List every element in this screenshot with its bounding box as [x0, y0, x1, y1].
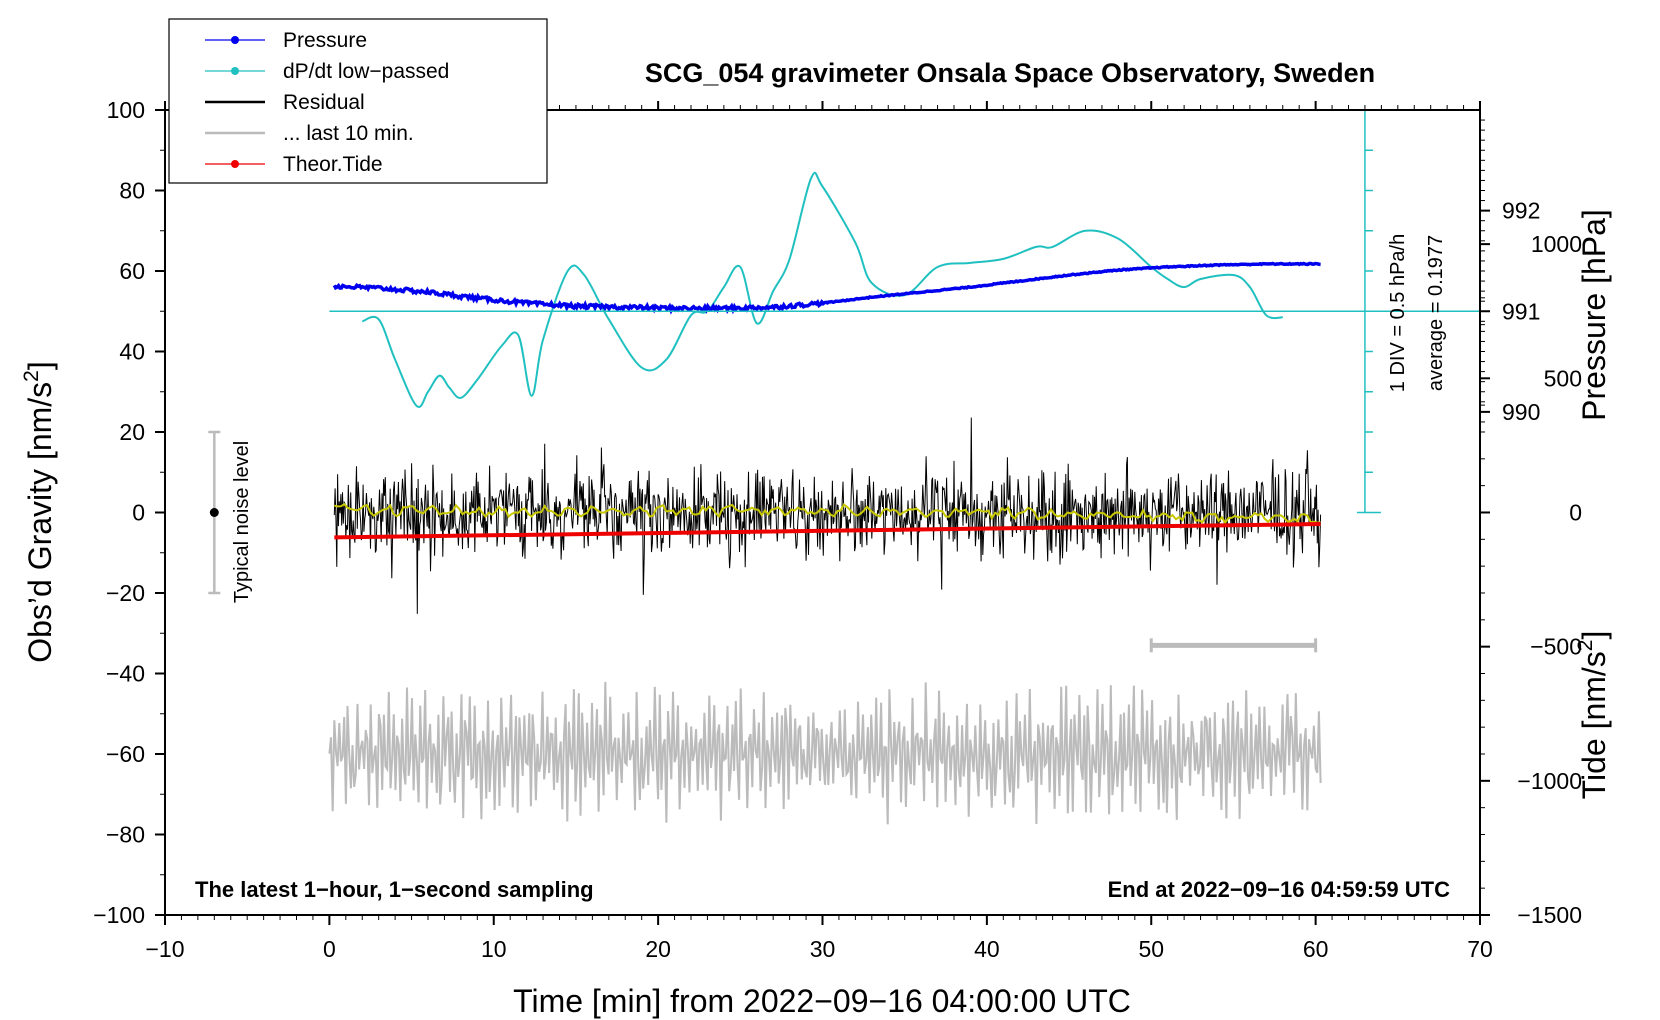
noise-level-label: Typical noise level	[231, 441, 253, 603]
tide-tick-label: 1000	[1531, 231, 1582, 257]
x-tick-label: 20	[645, 936, 671, 962]
x-tick-label: 50	[1138, 936, 1164, 962]
tide-title-main: Tide [nm/s	[1576, 651, 1612, 799]
last10-series	[328, 681, 1322, 825]
tide-series	[334, 522, 1321, 540]
y-axis-title-pressure: Pressure [hPa]	[1576, 209, 1612, 421]
footer-right-label: End at 2022−09−16 04:59:59 UTC	[1108, 877, 1451, 902]
residual-line	[333, 417, 1322, 614]
y-tick-label: −40	[106, 661, 145, 687]
dpdt-average-label: average = 0.1977	[1425, 235, 1447, 391]
residual-smoothed-line	[334, 502, 1321, 525]
y-tick-label: −100	[93, 902, 145, 928]
legend-marker-dpdt	[231, 67, 239, 75]
legend-entry-tide: Theor.Tide	[205, 153, 383, 176]
pressure-tick-label: 990	[1502, 399, 1540, 425]
x-tick-label: 70	[1467, 936, 1493, 962]
legend-marker-pressure	[231, 36, 239, 44]
x-tick-label: 30	[810, 936, 836, 962]
tide-title-sup: 2	[1574, 640, 1597, 652]
y-left-title-main: Obs’d Gravity [nm/s	[22, 382, 58, 663]
tide-tick-label: −1000	[1517, 768, 1582, 794]
legend-entry-pressure: Pressure	[205, 29, 367, 52]
y-tick-label: 40	[119, 339, 145, 365]
y-axis-title-left: Obs’d Gravity [nm/s2]	[20, 361, 58, 663]
y-left-title-sup: 2	[20, 370, 43, 382]
y-tick-label: 60	[119, 258, 145, 284]
y-tick-label: −80	[106, 822, 145, 848]
tide-tick-label: −500	[1530, 634, 1582, 660]
x-tick-label: −10	[145, 936, 184, 962]
x-tick-label: 10	[481, 936, 507, 962]
dpdt-series	[361, 171, 1283, 408]
legend: Pressure dP/dt low−passed Residual ... l…	[168, 18, 548, 184]
legend-marker-tide	[231, 160, 239, 168]
dpdt-line	[361, 171, 1283, 408]
x-tick-label: 0	[323, 936, 336, 962]
noise-bar-dot	[209, 508, 219, 517]
legend-label-last10: ... last 10 min.	[283, 122, 414, 145]
last10-line	[328, 681, 1322, 825]
y-tick-label: −60	[106, 741, 145, 767]
y-tick-label: 20	[119, 419, 145, 445]
pressure-tick-label: 991	[1502, 298, 1540, 324]
tide-line	[334, 522, 1321, 540]
y-tick-label: −20	[106, 580, 145, 606]
y-tick-label: 100	[107, 97, 145, 123]
pressure-series	[332, 261, 1321, 315]
y-tick-label: 0	[132, 500, 145, 526]
legend-entry-residual: Residual	[205, 91, 365, 114]
x-tick-label: 60	[1303, 936, 1329, 962]
legend-label-pressure: Pressure	[283, 29, 367, 52]
legend-entry-dpdt: dP/dt low−passed	[205, 60, 449, 83]
tide-tick-label: 0	[1569, 499, 1582, 525]
tide-title-close: ]	[1576, 631, 1612, 640]
x-tick-label: 40	[974, 936, 1000, 962]
y-tick-label: 80	[119, 178, 145, 204]
y-left-title-close: ]	[22, 361, 58, 370]
tide-tick-label: −1500	[1517, 902, 1582, 928]
dpdt-div-label: 1 DIV = 0.5 hPa/h	[1387, 234, 1409, 392]
x-axis-title: Time [min] from 2022−09−16 04:00:00 UTC	[513, 983, 1131, 1019]
y-axis-title-tide: Tide [nm/s2]	[1574, 631, 1612, 800]
pressure-line	[332, 261, 1321, 315]
footer-left-label: The latest 1−hour, 1−second sampling	[195, 877, 594, 902]
axes: −10 0 10 20 30 40 50 60 70100806040200−20−40−60−…	[93, 97, 1582, 962]
chart-title: SCG_054 gravimeter Onsala Space Observat…	[645, 58, 1375, 88]
residual-series	[333, 417, 1322, 614]
legend-label-tide: Theor.Tide	[283, 153, 383, 176]
tide-tick-label: 500	[1544, 365, 1582, 391]
legend-entry-last10: ... last 10 min.	[205, 122, 414, 145]
legend-label-dpdt: dP/dt low−passed	[283, 60, 449, 83]
pressure-tick-label: 992	[1502, 198, 1540, 224]
legend-label-residual: Residual	[283, 91, 365, 114]
